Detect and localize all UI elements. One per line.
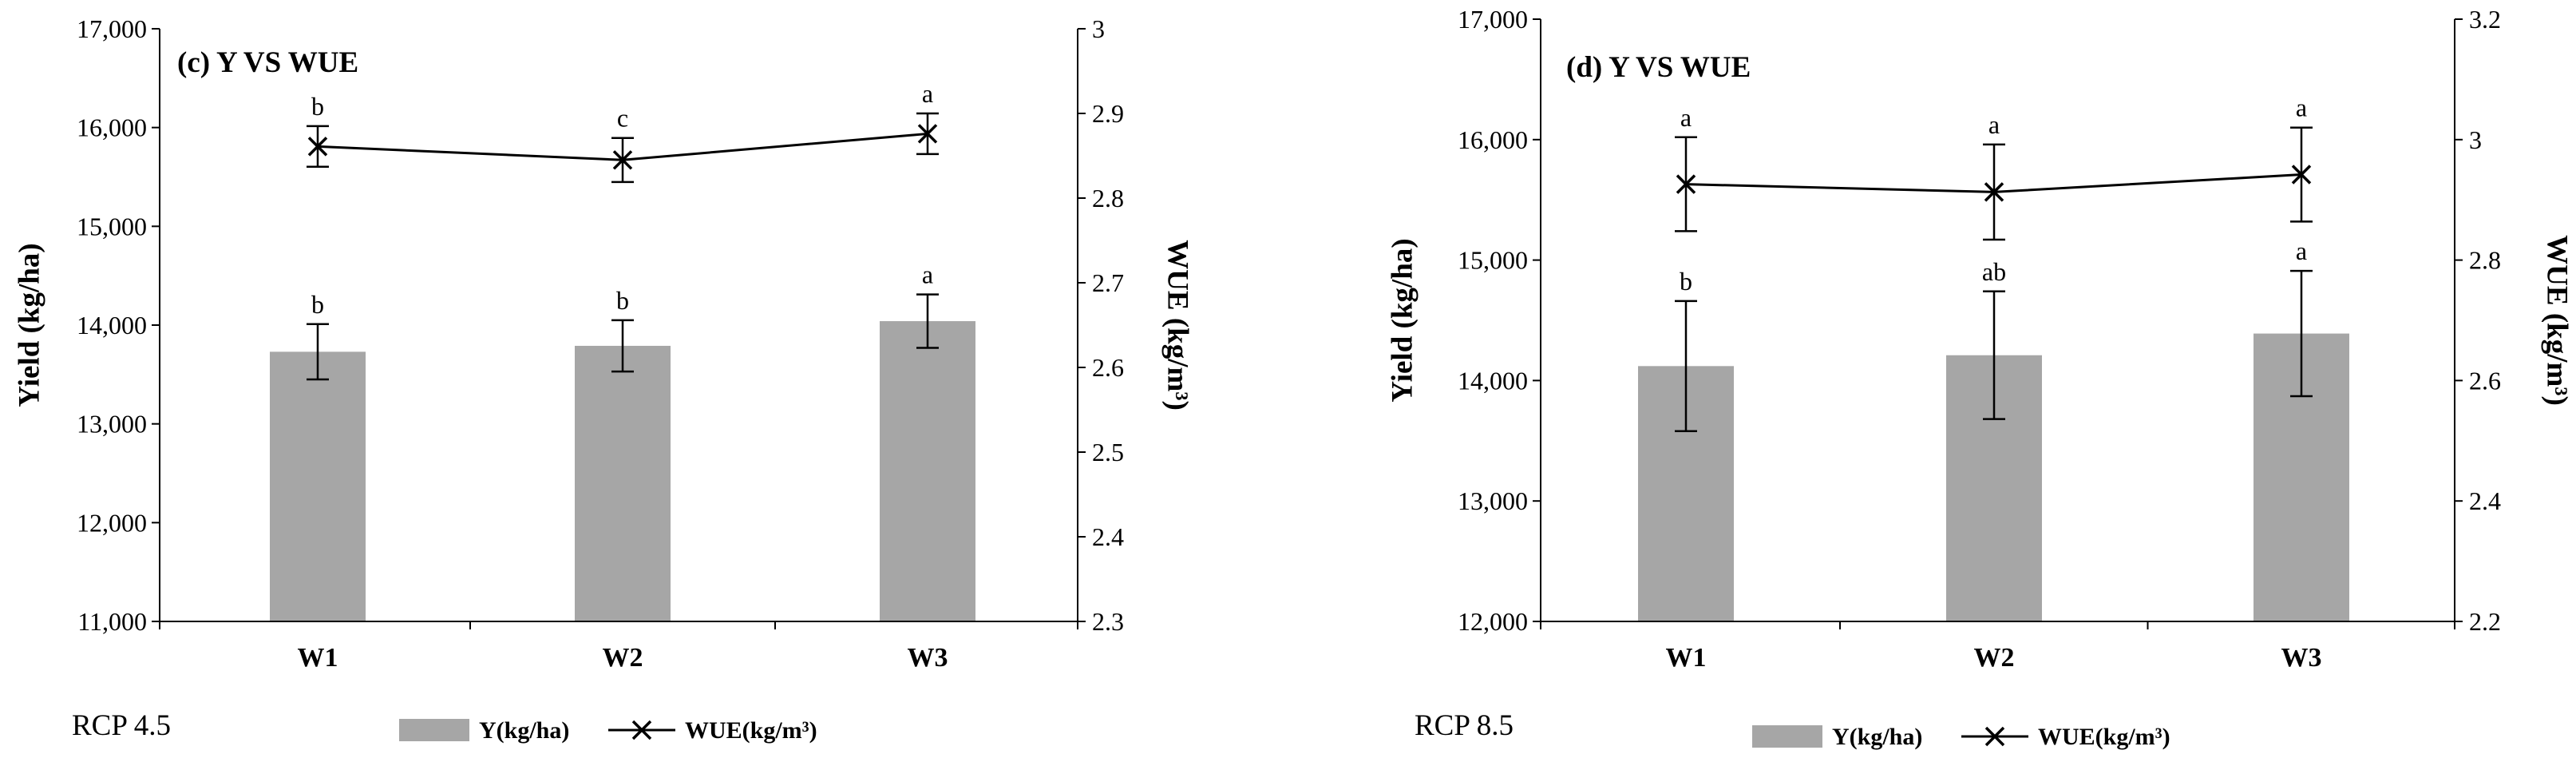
y2-tick-label: 3 [1092, 14, 1105, 43]
wue-significance-letter: b [311, 92, 324, 121]
legend: Y(kg/ha) WUE(kg/m³) [1752, 724, 2170, 750]
legend-bar-label: Y(kg/ha) [1832, 724, 1922, 750]
x-tick-label: W1 [298, 643, 338, 673]
legend: Y(kg/ha) WUE(kg/m³) [399, 717, 817, 744]
yield-bar [270, 351, 366, 621]
legend-bar-label: Y(kg/ha) [479, 717, 569, 744]
y2-tick-label: 3.2 [2469, 5, 2501, 34]
legend-bar-swatch [399, 719, 469, 741]
wue-significance-letter: a [922, 79, 933, 108]
legend-bar-swatch [1752, 725, 1822, 748]
y2-tick-label: 3 [2469, 125, 2482, 154]
y-tick-label: 11,000 [77, 607, 147, 636]
y-axis-label: Yield (kg/ha) [1386, 238, 1419, 402]
chart-panel-2: 12,000 13,000 14,000 15,000 16,000 17,000 2.2 2… [1386, 5, 2573, 750]
x-tick-label: W2 [603, 643, 643, 673]
y-tick-label: 17,000 [77, 14, 147, 43]
wue-point [1676, 174, 1696, 194]
x-tick-label: W1 [1666, 643, 1707, 673]
wue-significance-letter: c [617, 104, 628, 133]
y2-tick-label: 2.3 [1092, 607, 1124, 636]
yield-significance-letter: b [1680, 267, 1692, 296]
x-tick-label: W3 [2281, 643, 2322, 673]
wue-point [2291, 165, 2312, 185]
scenario-label: RCP 4.5 [72, 709, 171, 742]
y2-tick-label: 2.5 [1092, 438, 1124, 466]
y-tick-label: 14,000 [77, 311, 147, 339]
y2-tick-label: 2.4 [1092, 522, 1124, 551]
wue-point [307, 137, 328, 157]
y-axis-label: Yield (kg/ha) [13, 243, 46, 407]
yield-significance-letter: b [311, 290, 324, 319]
wue-point [917, 124, 938, 144]
legend-line-marker [631, 720, 652, 740]
chart-title: (c) Y VS WUE [177, 46, 358, 79]
y-tick-label: 16,000 [77, 113, 147, 142]
yield-bar [575, 345, 671, 621]
yield-significance-letter: b [616, 286, 629, 315]
y2-tick-label: 2.8 [1092, 184, 1124, 212]
y2-tick-label: 2.7 [1092, 268, 1124, 297]
y-tick-label: 13,000 [77, 410, 147, 439]
y2-tick-label: 2.9 [1092, 99, 1124, 128]
y-tick-label: 17,000 [1458, 5, 1528, 34]
y2-tick-label: 2.4 [2469, 486, 2501, 515]
scenario-label: RCP 8.5 [1415, 709, 1514, 742]
y-tick-label: 14,000 [1458, 366, 1528, 395]
yield-significance-letter: a [922, 260, 933, 289]
wue-significance-letter: a [2296, 93, 2307, 122]
y2-tick-label: 2.6 [1092, 353, 1124, 382]
y-tick-label: 15,000 [77, 212, 147, 240]
yield-significance-letter: a [2296, 236, 2307, 265]
legend-line-label: WUE(kg/m³) [685, 717, 817, 744]
legend-line-label: WUE(kg/m³) [2038, 724, 2170, 750]
wue-significance-letter: a [1988, 110, 2000, 139]
x-tick-label: W3 [908, 643, 948, 673]
wue-point [612, 150, 633, 170]
y2-axis-label: WUE (kg/m³) [1161, 240, 1194, 411]
wue-significance-letter: a [1680, 103, 1692, 132]
y-tick-label: 12,000 [1458, 607, 1528, 636]
y2-tick-label: 2.8 [2469, 246, 2501, 275]
yield-bar [880, 321, 975, 621]
y-tick-label: 15,000 [1458, 246, 1528, 275]
y-tick-label: 12,000 [77, 508, 147, 537]
x-tick-label: W2 [1974, 643, 2015, 673]
chart-panel-1: 11,000 12,000 13,000 14,000 15,000 16,000 17,0… [13, 14, 1193, 744]
chart-title: (d) Y VS WUE [1566, 51, 1751, 84]
yield-significance-letter: ab [1982, 257, 2006, 286]
y2-axis-label: WUE (kg/m³) [2541, 235, 2574, 406]
legend-line-marker [1984, 726, 2005, 747]
y2-tick-label: 2.2 [2469, 607, 2501, 636]
y2-tick-label: 2.6 [2469, 366, 2501, 395]
wue-point [1984, 182, 2004, 202]
y-tick-label: 13,000 [1458, 486, 1528, 515]
y-tick-label: 16,000 [1458, 125, 1528, 154]
